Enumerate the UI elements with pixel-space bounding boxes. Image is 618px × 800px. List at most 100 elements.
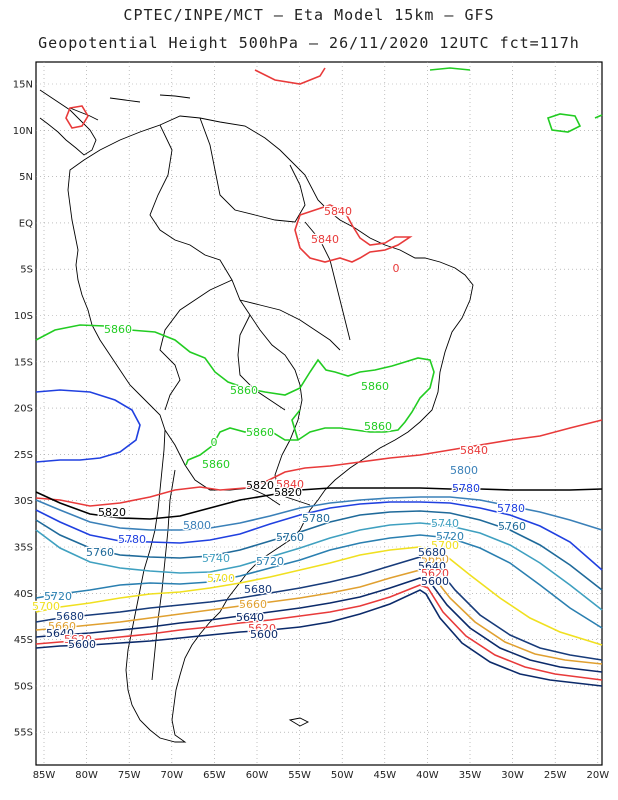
contour-label: 5860: [104, 323, 132, 336]
lon-tick-label: 60W: [246, 770, 269, 781]
contour-label: 5600: [250, 628, 278, 641]
map-frame: [35, 61, 603, 766]
contour-label: 5720: [256, 555, 284, 568]
contour-5840-loop-north: [65, 67, 326, 129]
lat-tick-label: 20S: [14, 404, 33, 415]
contour-label: 5820: [274, 486, 302, 499]
lon-tick-label: 50W: [331, 770, 354, 781]
axis-ticks: 15N 10N 5N EQ 5S 10S 15S 20S 25S 30S 35S 40S 45S 50S 5…: [13, 80, 609, 782]
contour-label: 5860: [230, 384, 258, 397]
lon-tick-label: 70W: [160, 770, 183, 781]
lat-tick-label: 40S: [14, 589, 33, 600]
contour-label: 5840: [324, 205, 352, 218]
contour-label: 5800: [450, 464, 478, 477]
contour-label: 5760: [498, 520, 526, 533]
lon-tick-label: 55W: [288, 770, 311, 781]
contour-label: 5780: [497, 502, 525, 515]
contour-label: 5620: [248, 622, 276, 635]
lat-tick-label: 10N: [13, 126, 33, 137]
contour-5600: [35, 589, 603, 687]
contour-5840: [35, 419, 603, 507]
lat-tick-label: 45S: [14, 635, 33, 646]
lon-tick-label: 40W: [416, 770, 439, 781]
contour-label: 5700: [207, 572, 235, 585]
contour-label: 5840: [311, 233, 339, 246]
contour-5860-north: [35, 324, 435, 466]
contour-label: 5760: [276, 531, 304, 544]
contour-label: 5820: [98, 506, 126, 519]
lon-tick-label: 75W: [118, 770, 141, 781]
map-title-line-2: Geopotential Height 500hPa – 26/11/2020 …: [38, 34, 580, 52]
contour-5680: [35, 556, 603, 661]
contour-label: 5860: [364, 420, 392, 433]
south-america-coastline: [67, 115, 474, 743]
contour-label: 5740: [202, 552, 230, 565]
contour-label: 5660: [421, 553, 449, 566]
contour-5700: [35, 546, 603, 646]
contour-label: 5680: [244, 583, 272, 596]
contour-label: 5780: [302, 512, 330, 525]
contour-label: 5600: [421, 575, 449, 588]
contour-label: 5780: [452, 482, 480, 495]
country-borders: [149, 117, 351, 681]
contour-label: 5840: [460, 444, 488, 457]
contour-label: 0: [211, 436, 218, 449]
contour-label: 5640: [46, 627, 74, 640]
contour-label: 5740: [431, 517, 459, 530]
contour-label: 5700: [32, 600, 60, 613]
contour-5800: [35, 496, 603, 531]
contour-label: 5820: [246, 479, 274, 492]
lon-tick-label: 35W: [459, 770, 482, 781]
lat-tick-label: 15S: [14, 357, 33, 368]
contour-label: 5840: [276, 478, 304, 491]
lon-tick-label: 85W: [33, 770, 56, 781]
contour-label: 5720: [436, 530, 464, 543]
contour-5760: [35, 510, 603, 591]
contour-label: 5600: [68, 638, 96, 651]
caribbean-islands: [69, 94, 191, 121]
contour-label: 5860: [361, 380, 389, 393]
lon-tick-label: 30W: [501, 770, 524, 781]
contour-5660: [35, 569, 603, 665]
contour-label: 5860: [202, 458, 230, 471]
contour-label: 5720: [44, 590, 72, 603]
lat-tick-label: 5S: [20, 265, 33, 276]
lon-tick-label: 45W: [373, 770, 396, 781]
contour-label: 0: [393, 262, 400, 275]
lat-tick-label: 35S: [14, 543, 33, 554]
lon-tick-label: 65W: [203, 770, 226, 781]
contour-label: 5800: [183, 519, 211, 532]
contour-5740: [35, 522, 603, 611]
contour-label: 5680: [418, 546, 446, 559]
lat-tick-label: 50S: [14, 681, 33, 692]
lon-tick-label: 80W: [75, 770, 98, 781]
contour-5720: [35, 534, 603, 629]
lon-tick-label: 20W: [586, 770, 609, 781]
contour-label: 5620: [64, 633, 92, 646]
height-contours: [35, 67, 603, 687]
contour-5640: [35, 577, 603, 673]
coastline-and-borders: [39, 89, 474, 743]
contour-label: 5680: [56, 610, 84, 623]
contour-label: 5640: [418, 560, 446, 573]
map-title-line-1: CPTEC/INPE/MCT – Eta Model 15km – GFS: [123, 6, 495, 24]
contour-5620: [35, 584, 603, 681]
lat-tick-label: 10S: [14, 311, 33, 322]
contour-label: 5620: [421, 567, 449, 580]
contour-5880-high: [35, 389, 141, 463]
contour-5840-amazon: [294, 204, 413, 263]
contour-label: 5700: [431, 539, 459, 552]
lat-tick-label: EQ: [19, 218, 33, 229]
lat-tick-label: 30S: [14, 496, 33, 507]
lat-tick-label: 15N: [13, 80, 33, 91]
contour-label: 5780: [118, 533, 146, 546]
contour-5860-upper: [429, 67, 603, 133]
falkland-islands: [288, 717, 310, 727]
lat-tick-label: 55S: [14, 728, 33, 739]
contour-label: 5660: [48, 620, 76, 633]
contour-label: 5660: [239, 598, 267, 611]
contour-5780: [35, 501, 603, 571]
lat-tick-label: 5N: [19, 172, 33, 183]
